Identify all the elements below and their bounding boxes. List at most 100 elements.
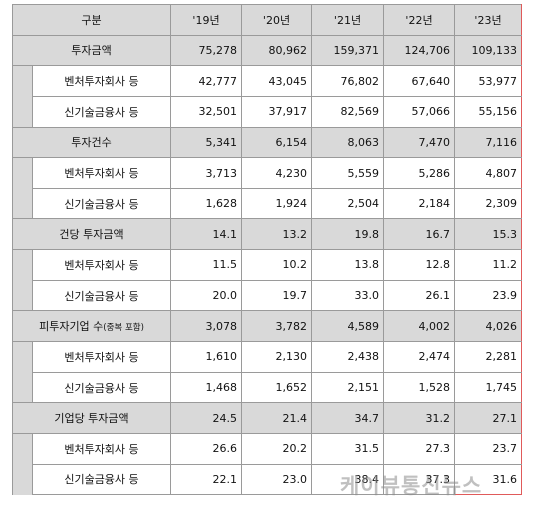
value-2019: 75,278 [170,34,242,67]
sub-label: 신기술금융사 등 [32,95,171,128]
sub-label: 벤처투자회사 등 [32,65,171,97]
value-2019: 5,341 [170,126,242,159]
value-2020: 20.2 [241,432,312,465]
sub-label: 벤처투자회사 등 [32,157,171,189]
value-2019: 20.0 [170,279,242,312]
value-2022: 37.3 [383,463,455,496]
sub-row: 벤처투자회사 등 42,777 43,045 76,802 67,640 53,977 [12,65,522,97]
value-2021: 2,438 [311,341,384,373]
group-row: 피투자기업 수(중복 포함) 3,078 3,782 4,589 4,002 4,026 [12,310,522,343]
header-year-2022: '22년 [383,4,455,36]
value-2023: 1,745 [454,371,522,404]
group-label-text: 투자금액 [71,44,112,58]
value-2019: 24.5 [170,402,242,434]
value-2020: 23.0 [241,463,312,496]
value-2021: 19.8 [311,218,384,251]
group-label: 투자건수 [12,126,171,159]
value-2020: 4,230 [241,157,312,189]
value-2023: 11.2 [454,249,522,281]
sub-row: 신기술금융사 등 1,628 1,924 2,504 2,184 2,309 [12,187,522,220]
indent-cell [12,341,33,373]
value-2023: 23.7 [454,432,522,465]
value-2020: 80,962 [241,34,312,67]
value-2021: 13.8 [311,249,384,281]
value-2021: 33.0 [311,279,384,312]
value-2020: 37,917 [241,95,312,128]
value-2021: 76,802 [311,65,384,97]
sub-row: 벤처투자회사 등 1,610 2,130 2,438 2,474 2,281 [12,341,522,373]
value-2023: 4,026 [454,310,522,343]
value-2019: 32,501 [170,95,242,128]
investment-stats-table: 구분 '19년 '20년 '21년 '22년 '23년 투자금액 75,278 80… [12,4,522,496]
indent-cell [12,249,33,281]
value-2019: 14.1 [170,218,242,251]
group-label: 피투자기업 수(중복 포함) [12,310,171,343]
value-2022: 2,184 [383,187,455,220]
value-2022: 67,640 [383,65,455,97]
header-year-2021: '21년 [311,4,384,36]
sub-row: 벤처투자회사 등 3,713 4,230 5,559 5,286 4,807 [12,157,522,189]
value-2020: 13.2 [241,218,312,251]
value-2019: 1,628 [170,187,242,220]
investment-stats-table-wrapper: 구분 '19년 '20년 '21년 '22년 '23년 투자금액 75,278 80… [12,4,522,496]
value-2019: 3,078 [170,310,242,343]
header-year-2019: '19년 [170,4,242,36]
sub-row: 신기술금융사 등 20.0 19.7 33.0 26.1 23.9 [12,279,522,312]
value-2023: 31.6 [454,463,522,496]
header-year-2020: '20년 [241,4,312,36]
value-2021: 4,589 [311,310,384,343]
indent-cell [12,280,33,311]
value-2022: 57,066 [383,95,455,128]
sub-label: 벤처투자회사 등 [32,341,171,373]
value-2020: 1,924 [241,187,312,220]
value-2021: 38.4 [311,463,384,496]
sub-label: 신기술금융사 등 [32,371,171,404]
value-2022: 27.3 [383,432,455,465]
value-2019: 22.1 [170,463,242,496]
group-label: 건당 투자금액 [12,218,171,251]
value-2021: 5,559 [311,157,384,189]
value-2021: 8,063 [311,126,384,159]
indent-cell [12,188,33,219]
value-2022: 124,706 [383,34,455,67]
group-row: 건당 투자금액 14.1 13.2 19.8 16.7 15.3 [12,218,522,251]
sub-row: 신기술금융사 등 32,501 37,917 82,569 57,066 55,156 [12,95,522,128]
value-2022: 1,528 [383,371,455,404]
header-category: 구분 [12,4,171,36]
group-label: 기업당 투자금액 [12,402,171,434]
value-2020: 43,045 [241,65,312,97]
indent-cell [12,96,33,128]
sub-label: 벤처투자회사 등 [32,249,171,281]
value-2021: 82,569 [311,95,384,128]
value-2023: 15.3 [454,218,522,251]
indent-cell [12,464,33,495]
group-label-note: (중복 포함) [103,323,144,334]
sub-label: 벤처투자회사 등 [32,432,171,465]
group-label-text: 피투자기업 수 [39,320,104,334]
value-2020: 21.4 [241,402,312,434]
indent-cell [12,65,33,97]
value-2020: 2,130 [241,341,312,373]
table-body: 구분 '19년 '20년 '21년 '22년 '23년 투자금액 75,278 80… [12,4,522,496]
value-2023: 53,977 [454,65,522,97]
group-row: 투자건수 5,341 6,154 8,063 7,470 7,116 [12,126,522,159]
indent-cell [12,157,33,189]
value-2019: 3,713 [170,157,242,189]
sub-label: 신기술금융사 등 [32,187,171,220]
indent-cell [12,433,33,465]
value-2019: 11.5 [170,249,242,281]
value-2019: 26.6 [170,432,242,465]
group-row: 투자금액 75,278 80,962 159,371 124,706 109,133 [12,34,522,67]
value-2022: 5,286 [383,157,455,189]
value-2020: 6,154 [241,126,312,159]
value-2023: 55,156 [454,95,522,128]
value-2023: 2,281 [454,341,522,373]
value-2022: 4,002 [383,310,455,343]
value-2023: 27.1 [454,402,522,434]
value-2021: 2,151 [311,371,384,404]
sub-row: 벤처투자회사 등 26.6 20.2 31.5 27.3 23.7 [12,432,522,465]
sub-row: 신기술금융사 등 1,468 1,652 2,151 1,528 1,745 [12,371,522,404]
sub-row: 벤처투자회사 등 11.5 10.2 13.8 12.8 11.2 [12,249,522,281]
value-2023: 23.9 [454,279,522,312]
group-label-text: 건당 투자금액 [59,228,124,242]
